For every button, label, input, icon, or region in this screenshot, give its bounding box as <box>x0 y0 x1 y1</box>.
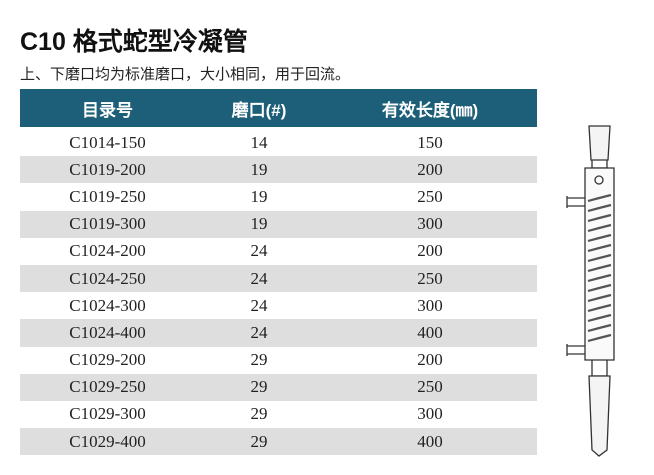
cell: C1024-300 <box>69 295 146 315</box>
table-row: C1029-300 29 300 <box>20 401 537 428</box>
cell: C1014-150 <box>69 132 146 152</box>
coil-turn <box>587 263 612 273</box>
cell: 29 <box>250 377 268 397</box>
coil-turn <box>587 203 612 213</box>
cell: 300 <box>417 404 443 424</box>
table-row: C1024-250 24 250 <box>20 264 537 293</box>
coil-turn <box>587 293 612 303</box>
coil-turn <box>587 233 612 243</box>
table-row: C1024-200 24 200 <box>20 238 537 265</box>
coil-turn <box>587 303 612 313</box>
subtitle: 上、下磨口均为标准磨口，大小相同，用于回流。 <box>20 66 351 83</box>
cell: C1029-300 <box>69 404 146 424</box>
cell: C1024-200 <box>69 241 146 261</box>
cell: 24 <box>250 295 268 315</box>
coil-turn <box>587 273 612 283</box>
table-row: C1019-300 19 300 <box>20 210 537 238</box>
header-row: 目录号 磨口(#) 有效长度(㎜) <box>20 89 537 127</box>
table-row: C1024-400 24 400 <box>20 319 537 347</box>
cell: C1019-250 <box>69 186 146 206</box>
cell: 19 <box>250 186 268 206</box>
coil-turn <box>587 243 612 253</box>
title: C10 格式蛇型冷凝管 <box>20 28 248 56</box>
cell: 24 <box>250 322 268 342</box>
table-row: C1019-200 19 200 <box>20 156 537 184</box>
cell: 200 <box>417 159 443 179</box>
cell: 29 <box>250 350 268 370</box>
coil-turn <box>587 313 612 323</box>
header-cell: 目录号 <box>82 100 133 120</box>
cell: 200 <box>417 241 443 261</box>
table-row: C1029-400 29 400 <box>20 428 537 456</box>
table-row: C1014-150 14 150 <box>20 129 537 156</box>
cell: C1029-200 <box>69 350 146 370</box>
cell: 29 <box>250 431 268 451</box>
header-cell: 有效长度(㎜) <box>381 100 479 120</box>
cell: 300 <box>417 295 443 315</box>
cell: 400 <box>417 431 443 451</box>
cell: C1024-250 <box>69 268 146 288</box>
cell: 19 <box>250 159 268 179</box>
condenser-illustration <box>566 125 615 457</box>
cell: 300 <box>417 214 443 234</box>
cell: 14 <box>250 132 268 152</box>
coil-turn <box>587 333 612 343</box>
coil-turn <box>587 323 612 333</box>
cell: 150 <box>417 132 443 152</box>
cell: 24 <box>250 268 268 288</box>
coil-turn <box>587 193 612 203</box>
cell: C1029-400 <box>69 431 146 451</box>
cell: 29 <box>250 404 268 424</box>
product-table: 目录号 磨口(#) 有效长度(㎜) C1014-150 14 150 C1019-200 19… <box>20 89 537 456</box>
cell: 250 <box>417 268 443 288</box>
cell: 400 <box>417 322 443 342</box>
coil-turn <box>587 283 612 293</box>
table-row: C1029-250 29 250 <box>20 373 537 401</box>
cell: 250 <box>417 186 443 206</box>
table-row: C1024-300 24 300 <box>20 292 537 319</box>
table-row: C1029-200 29 200 <box>20 347 537 374</box>
cell: 200 <box>417 350 443 370</box>
coil-turn <box>587 253 612 263</box>
cell: 19 <box>250 214 268 234</box>
cell: C1019-200 <box>69 159 146 179</box>
cell: C1024-400 <box>69 322 146 342</box>
coil-turn <box>587 213 612 223</box>
coil-turn <box>587 223 612 233</box>
cell: C1029-250 <box>69 377 146 397</box>
cell: 24 <box>250 241 268 261</box>
cell: 250 <box>417 377 443 397</box>
cell: C1019-300 <box>69 214 146 234</box>
table-row: C1019-250 19 250 <box>20 183 537 210</box>
header-cell: 磨口(#) <box>231 100 287 120</box>
